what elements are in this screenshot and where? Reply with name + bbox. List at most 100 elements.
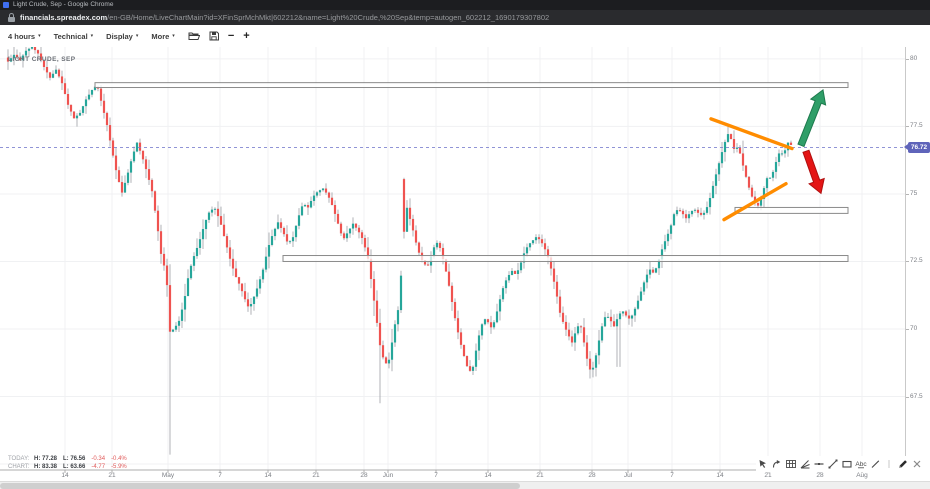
chevron-down-icon: ▾	[135, 33, 139, 39]
price-tick-label: 77.5	[910, 122, 923, 130]
current-price-badge: 76.72	[904, 141, 930, 153]
candle-up	[597, 340, 601, 356]
candle-down	[156, 210, 160, 232]
candle-down	[741, 153, 745, 166]
candle-up	[393, 324, 397, 343]
candle-up	[264, 256, 268, 270]
candle-down	[582, 327, 586, 343]
candle-down	[240, 283, 244, 292]
candle-down	[282, 227, 286, 235]
candle-up	[312, 195, 316, 201]
candle-up	[702, 212, 706, 215]
candlestick-chart-canvas[interactable]	[0, 47, 905, 481]
candle-down	[228, 247, 232, 259]
trend-fan-icon[interactable]	[798, 458, 811, 471]
candle-up	[201, 229, 205, 240]
price-tick	[906, 396, 909, 398]
candle-down	[624, 311, 628, 316]
candle-up	[291, 237, 295, 242]
candle-up	[87, 94, 91, 100]
candle-down	[681, 210, 685, 215]
trendline-annotation	[722, 181, 788, 222]
candle-up	[351, 223, 355, 229]
candle-up	[267, 244, 271, 257]
cursor-icon[interactable]	[756, 458, 769, 471]
horizontal-scrollbar[interactable]	[0, 481, 930, 489]
open-folder-icon[interactable]	[188, 31, 200, 41]
candle-up	[258, 279, 262, 289]
candle-down	[354, 223, 358, 228]
candle-down	[219, 216, 223, 225]
candle-down	[36, 50, 40, 54]
candle-up	[528, 243, 532, 248]
candle-up	[783, 150, 787, 154]
candle-up	[573, 333, 577, 343]
candle-down	[585, 342, 589, 359]
zoom-in-button[interactable]: +	[243, 30, 250, 42]
elbow-arrow-icon[interactable]	[770, 458, 783, 471]
drawing-toolbar: Abc	[756, 456, 924, 472]
browser-address-bar[interactable]: financials.spreadex.com/en-GB/Home/LiveC…	[0, 10, 930, 25]
candle-up	[471, 366, 475, 371]
candle-up	[180, 309, 184, 321]
candle-up	[774, 161, 778, 172]
candle-down	[567, 329, 571, 337]
lock-icon[interactable]	[8, 13, 15, 22]
candle-down	[138, 142, 142, 151]
candle-down	[729, 134, 733, 140]
candle-down	[513, 270, 517, 274]
candle-down	[552, 268, 556, 282]
candle-down	[33, 47, 37, 51]
candle-down	[699, 212, 703, 215]
trend-line-icon[interactable]	[826, 458, 839, 471]
horizontal-line-icon[interactable]	[812, 458, 825, 471]
candle-up	[714, 174, 718, 186]
candle-down	[279, 222, 283, 228]
candle-up	[639, 291, 643, 301]
zoom-out-button[interactable]: −	[227, 30, 235, 42]
display-menu[interactable]: Display ▾	[106, 31, 139, 41]
candle-up	[51, 73, 55, 78]
candle-up	[501, 288, 505, 300]
candle-down	[168, 285, 172, 332]
candle-up	[768, 177, 772, 179]
timeframe-menu[interactable]: 4 hours ▾	[8, 31, 41, 41]
candle-down	[696, 209, 700, 213]
time-tick-label: 28	[588, 472, 596, 479]
price-zone-rectangle	[282, 255, 849, 262]
candle-down	[447, 271, 451, 286]
pencil-icon[interactable]	[896, 458, 909, 471]
candle-down	[426, 264, 430, 266]
candle-down	[339, 223, 343, 234]
scrollbar-thumb[interactable]	[0, 483, 520, 489]
toolbar-divider	[882, 458, 895, 471]
candle-up	[720, 152, 724, 164]
candle-up	[321, 188, 325, 191]
candle-down	[459, 332, 463, 345]
close-icon[interactable]	[910, 458, 923, 471]
candle-up	[186, 278, 190, 297]
candle-up	[195, 247, 199, 257]
candle-down	[39, 53, 43, 61]
candle-up	[348, 228, 352, 234]
grid-icon[interactable]	[784, 458, 797, 471]
candle-down	[120, 182, 124, 193]
ray-icon[interactable]	[868, 458, 881, 471]
technical-menu[interactable]: Technical ▾	[53, 31, 94, 41]
more-menu[interactable]: More ▾	[151, 31, 175, 41]
price-tick-label: 80	[910, 54, 918, 62]
save-icon[interactable]	[209, 31, 219, 41]
candle-up	[198, 239, 202, 248]
time-axis[interactable]: 14 21 May 7 14 21 28 Jun 7 14 21 28 Jul 7 14 21 28 Aug	[0, 470, 905, 481]
url-path: /en-GB/Home/LiveChartMain?id=XFinSprMchM…	[107, 13, 550, 22]
rectangle-icon[interactable]	[840, 458, 853, 471]
candle-down	[732, 139, 736, 149]
candle-up	[24, 50, 28, 56]
candle-up	[771, 171, 775, 178]
candle-up	[210, 209, 214, 213]
text-icon[interactable]: Abc	[854, 458, 867, 471]
candle-down	[381, 345, 385, 358]
trendline-annotation	[709, 117, 794, 151]
candle-up	[249, 304, 253, 307]
